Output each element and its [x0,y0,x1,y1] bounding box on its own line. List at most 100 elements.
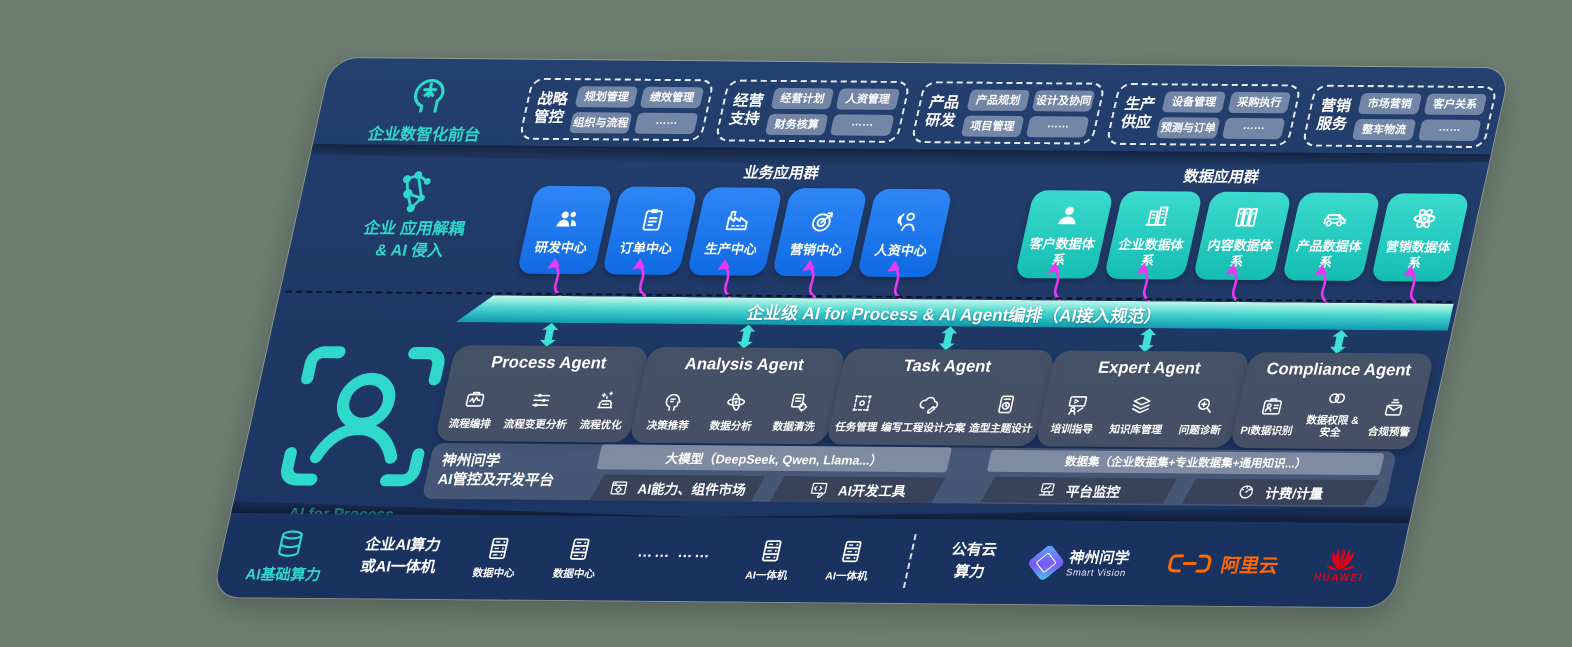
app-layer-label-line1: 企业 应用解耦 [362,220,467,239]
app-box-hr: 人资中心 [856,188,954,278]
app-box-order: 订单中心 [601,186,699,276]
agent-item-label: 问题诊断 [1177,424,1223,437]
datacenter-item: 数据中心 [471,535,523,580]
data-analysis-icon [722,391,750,414]
huawei-logo-block: HUAWEI [1312,546,1370,584]
ai-appliance-item: AI一体机 [824,538,876,583]
agent-item-label: 流程编排 [447,418,493,431]
database-icon [271,527,310,559]
agent-item: 流程编排 [447,388,499,431]
task-grid-icon [848,392,876,415]
front-item: 市场营销 [1357,92,1422,114]
platform-monitor-button: 平台监控 [980,476,1177,504]
agent-items: 培训指导 知识库管理 问题诊断 [1043,384,1238,438]
front-item: 客户关系 [1423,93,1488,115]
front-group-name: 生产供应 [1119,95,1157,132]
agent-items: 任务管理 编写工程设计方案 造型主题设计 [834,382,1043,436]
metering-gauge-icon [1235,482,1258,501]
dashed-divider [903,534,918,589]
agent-item: 编写工程设计方案 [880,392,974,436]
brain-icon [401,71,457,117]
smartvision-text: 神州问学 Smart Vision [1065,546,1132,578]
compliance-alert-icon [1380,396,1408,419]
front-item: 整车物流 [1352,118,1417,140]
flow-arrow-icon [705,257,744,298]
front-group-marketing: 营销服务 市场营销 客户关系 整车物流 …… [1301,84,1498,149]
diagnosis-icon [1191,395,1219,418]
button-label: AI开发工具 [836,483,908,500]
partner-name: 阿里云 [1218,555,1281,577]
front-group-name: 战略管控 [531,90,570,127]
id-card-icon [1258,395,1286,418]
partner-name: HUAWEI [1312,572,1365,584]
agent-item: 问题诊断 [1177,395,1229,438]
front-group-operations: 经营支持 经营计划 人资管理 财务核算 …… [714,79,911,143]
flow-arrow-icon [535,256,574,297]
order-clipboard-icon [635,205,669,233]
app-label: 生产中心 [703,240,759,257]
double-arrow-icon [734,324,757,349]
agent-item-label: 数据权限 & 安全 [1305,414,1361,439]
data-box-content: 内容数据体系 [1192,191,1293,281]
app-label: 营销中心 [788,241,844,258]
front-group-name: 经营支持 [727,92,766,128]
agent-item: 造型主题设计 [968,393,1041,436]
agent-items: 流程编排 流程变更分析 流程优化 [443,379,637,433]
front-item: 组织与流程 [568,111,633,134]
data-box-product: 产品数据体系 [1281,192,1382,281]
component-market-icon [607,478,630,497]
app-box-marketing: 营销中心 [771,188,869,277]
process-optimize-icon [592,389,620,412]
server-icon [564,536,596,562]
agent-item: PI数据识别 [1239,395,1300,438]
cloud-line2: 算力 [952,563,987,581]
dev-tools-icon [807,480,830,499]
infrastructure-label: AI基础算力 [243,565,323,584]
server-icon [756,537,788,563]
business-group-title: 业务应用群 [741,164,821,183]
front-item: …… [1221,117,1286,139]
flow-arrow-icon [1302,263,1341,303]
front-group-strategy: 战略管控 规划管理 绩效管理 组织与流程 …… [518,77,715,142]
flow-arrow-icon [1391,263,1430,304]
data-app-group: 客户数据体系 企业数据体系 内容数据体系 产品数据体系 营销数据体系 [1014,190,1471,282]
agent-item-label: 任务管理 [833,421,879,434]
flow-arrow-icon [620,257,659,297]
agent-item: 合规预警 [1366,396,1418,439]
scan-person-icon [253,326,473,507]
double-arrow-icon [1327,329,1350,354]
data-box-enterprise: 企业数据体系 [1103,190,1204,280]
agent-title: Task Agent [901,357,993,376]
flow-arrow-icon [1035,260,1074,301]
double-arrow-icon [1135,328,1158,353]
dataset-group: 数据集（企业数据集+专业数据集+通用知识...） 平台监控 计费/计量 [980,449,1385,505]
ai-dev-tools-button: AI开发工具 [770,476,946,503]
cloud-design-icon [915,392,943,415]
aliyun-logo [1164,552,1215,574]
front-item: 规划管理 [574,85,639,108]
datacenter-item: 数据中心 [551,536,603,581]
rd-team-icon [550,205,584,233]
front-item: 设计及协同 [1031,89,1096,112]
dataset-buttons: 平台监控 计费/计量 [980,476,1378,505]
agent-item: 数据分析 [708,391,760,434]
agent-item-label: 决策推荐 [645,419,691,433]
agent-item-label: PI数据识别 [1239,425,1294,438]
training-icon [1063,394,1091,417]
app-layer-label: 企业 应用解耦 & AI 侵入 [312,218,512,264]
data-box-marketing: 营销数据体系 [1370,193,1471,282]
smartvision-logo [1026,543,1065,582]
smartvision-logo-block: 神州问学 Smart Vision [1026,543,1132,582]
agent-title: Expert Agent [1096,358,1203,378]
partner-subtitle: Smart Vision [1064,567,1127,579]
agent-item-label: 流程变更分析 [502,418,569,432]
flow-arrow-icon [1124,261,1163,302]
app-box-rd: 研发中心 [516,185,614,275]
data-clean-icon [785,391,813,414]
permission-rings-icon [1324,387,1352,410]
front-group-items: 设备管理 采购执行 预测与订单 …… [1156,90,1292,139]
production-factory-icon [720,206,754,234]
analysis-agent-box: Analysis Agent 决策推荐 数据分析 数据清洗 [628,346,847,445]
model-header: 大模型（DeepSeek, Qwen, Llama...） [596,444,953,473]
app-label: 研发中心 [533,239,589,255]
